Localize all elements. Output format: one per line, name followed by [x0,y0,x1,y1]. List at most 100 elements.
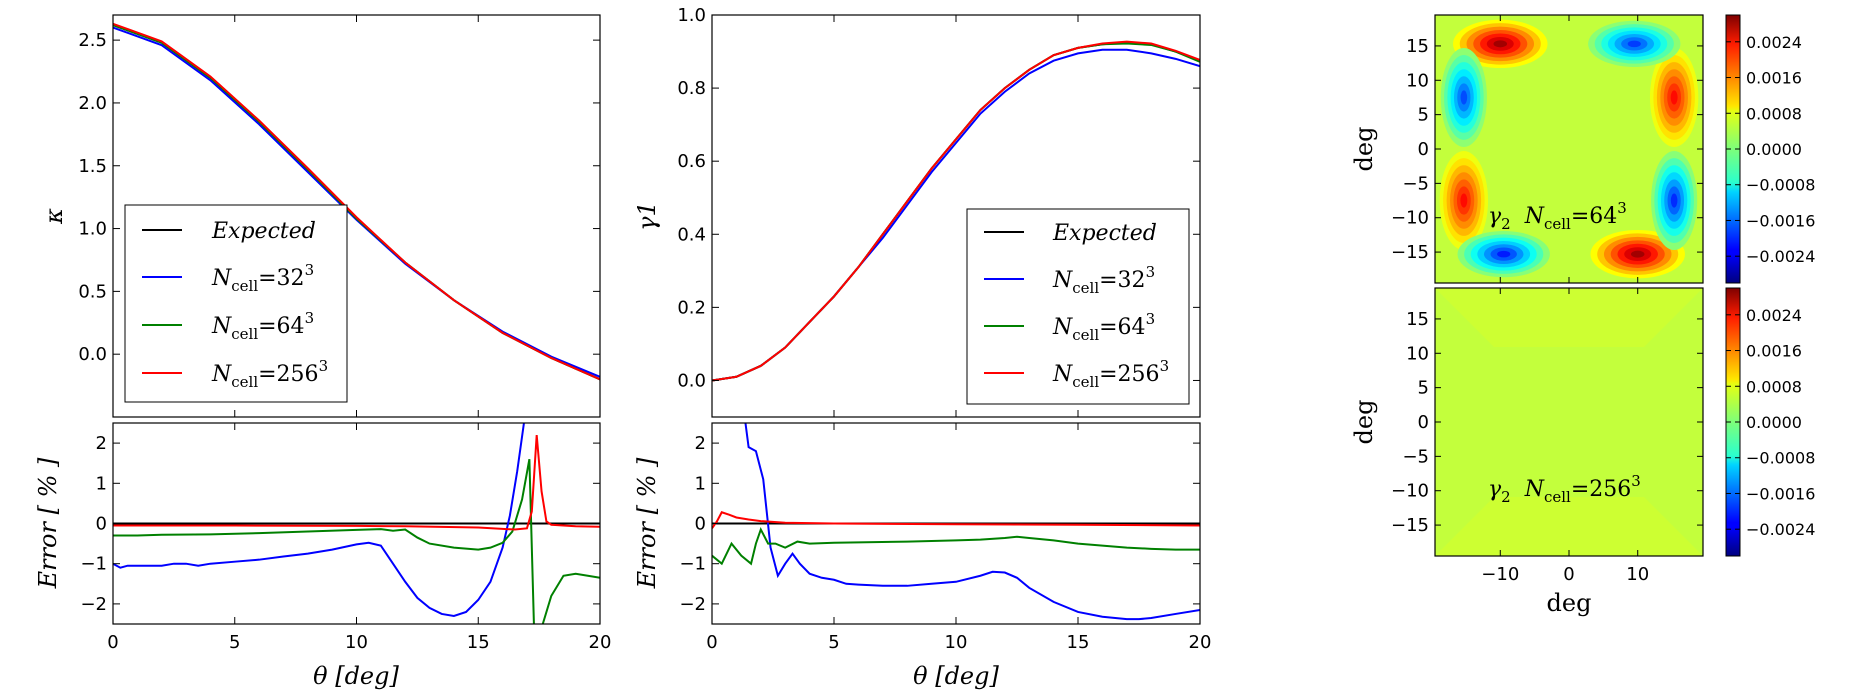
gamma2_256-xtick-label: 0 [1563,564,1574,585]
gamma1_error-line-n-cell-256-3 [712,511,1200,529]
gamma2-256-annotation: γ2 Ncell=2563 [1488,472,1641,506]
legend-label-n256: Ncell=2563 [211,357,328,391]
kappa_error-ytick-label: −2 [80,594,107,615]
kappa-error-xlabel: θ [deg] [313,662,399,690]
gamma1-error-yticks: 2 1 0 −1 −2 [679,433,1200,615]
gamma1_error-line-n-cell-64-3 [712,527,1200,566]
gamma1_error-xtick-label: 0 [706,632,717,653]
kappa-line-n-cell-256-3 [113,22,600,381]
gamma2_64-blob [1453,19,1548,69]
gamma2_256-xtick-label: 10 [1626,564,1649,585]
kappa_error-xtick-label: 10 [345,632,368,653]
kappa-ytick-label: 0.5 [78,281,107,302]
gamma2_64-ytick-label: 15 [1406,36,1429,57]
kappa-ylabel: κ [40,208,68,225]
gamma2_64-cbtick-label: 0.0016 [1746,69,1802,88]
kappa-ytick-label: 1.5 [78,156,107,177]
kappa_error-line-n-cell-64-3 [113,459,600,624]
kappa-error-yticks: 2 1 0 −1 −2 [80,433,600,615]
kappa-ytick-label: 2.5 [78,30,107,51]
gamma2_256-ytick-label: 0 [1418,412,1429,433]
kappa_error-ytick-label: 0 [96,514,107,535]
kappa-error-series-group [113,423,600,624]
gamma2_64-cbtick-label: −0.0016 [1746,211,1815,230]
gamma2-64-ylabel: deg [1350,127,1378,172]
gamma1-error-xticks: 0 5 10 15 20 [706,423,1211,653]
gamma2_64-ytick-label: −15 [1391,242,1429,263]
gamma1-ytick-label: 0.2 [677,297,706,318]
kappa_error-ytick-label: −1 [80,554,107,575]
gamma2-256-heatmap-panel: 15 10 5 0 −5 −10 −15 −10 0 10 deg deg γ2 Ncell=25… [1350,287,1815,617]
gamma2_256-cbtick-label: 0.0016 [1746,342,1802,361]
gamma2-256-xticks: −10 0 10 [1481,564,1649,585]
gamma1-error-series-group [712,423,1200,621]
gamma2_64-blob [1440,47,1487,147]
gamma2_256-ytick-label: −10 [1391,481,1429,502]
kappa-ytick-label: 1.0 [78,219,107,240]
gamma1-line-n-cell-256-3 [712,40,1200,382]
kappa_error-xtick-label: 15 [467,632,490,653]
gamma2-256-xlabel: deg [1547,589,1592,617]
gamma2_64-blob [1590,229,1685,279]
gamma1_error-ytick-label: 2 [695,433,706,454]
gamma1-ytick-label: 0.8 [677,78,706,99]
gamma1-ytick-label: 0.4 [677,224,706,245]
gamma2_64-ytick-label: 5 [1418,105,1429,126]
kappa-error-ylabel: Error [ % ] [34,457,62,589]
gamma2_64-blob-level [1627,40,1641,48]
gamma1_error-xtick-label: 15 [1067,632,1090,653]
gamma1-ytick-label: 0.0 [677,370,706,391]
gamma2_256-ytick-label: −15 [1391,515,1429,536]
gamma2_64-cbtick-label: −0.0024 [1746,247,1815,266]
gamma2_64-blob-level [1670,90,1678,105]
legend-label-n32: Ncell=323 [1052,263,1155,297]
kappa-yticks: 2.5 2.0 1.5 1.0 0.5 0.0 [78,30,600,365]
kappa_error-line-n-cell-256-3 [113,434,600,531]
gamma2_256-ytick-label: −5 [1402,446,1429,467]
legend-label-expected: Expected [211,219,316,244]
gamma2_64-ytick-label: −10 [1391,208,1429,229]
kappa_error-xtick-label: 5 [229,632,240,653]
gamma2-256-heatmap-image [1435,288,1703,556]
gamma2_64-blob [1457,231,1550,278]
kappa_error-ytick-label: 1 [96,473,107,494]
gamma1_error-xtick-label: 10 [945,632,968,653]
gamma1_error-ytick-label: −2 [679,594,706,615]
gamma2_256-cbtick-label: 0.0000 [1746,413,1802,432]
gamma1_error-ytick-label: 1 [695,473,706,494]
gamma1_error-ytick-label: 0 [695,514,706,535]
gamma2_64-cbtick-label: 0.0024 [1746,33,1802,52]
gamma2_256-ytick-label: 10 [1406,343,1429,364]
legend-label-n256: Ncell=2563 [1052,357,1169,391]
kappa-error-panel: 210−1−2 0 5 10 15 20 Error [ % ] θ [deg] [34,422,611,690]
kappa-panel: 2.5 2.0 1.5 1.0 0.5 0.0 κ Expected Ncell=323 … [40,14,601,418]
gamma1-error-panel: 210−1−2 0 5 10 15 20 Error [ % ] θ [deg] [633,422,1211,690]
gamma1_error-xtick-label: 20 [1189,632,1212,653]
gamma2_64-ytick-label: −5 [1402,173,1429,194]
gamma1-ytick-label: 1.0 [677,5,706,26]
gamma1-ylabel: γ1 [633,201,661,231]
gamma2-256-ylabel: deg [1350,400,1378,445]
gamma1-series-group [712,40,1200,382]
gamma2_64-cbtick-label: 0.0008 [1746,104,1802,123]
gamma2_256-cbtick-label: −0.0024 [1746,520,1815,539]
gamma2_256-xtick-label: −10 [1481,564,1519,585]
gamma2_64-cbtick-label: 0.0000 [1746,140,1802,159]
gamma2-256-colorbar-ticks: 0.0024 0.0016 0.0008 0.0000 −0.0008 −0.0016 −0… [1726,306,1815,539]
gamma1-error-xlabel: θ [deg] [913,662,999,690]
kappa-ytick-label: 0.0 [78,344,107,365]
kappa_error-ytick-label: 2 [96,433,107,454]
gamma2-64-annotation: γ2 Ncell=643 [1488,199,1627,233]
gamma1-legend: Expected Ncell=323 Ncell=643 Ncell=2563 [966,208,1190,405]
gamma1_error-ytick-label: −1 [679,554,706,575]
gamma2_64-blob [1649,47,1699,147]
gamma2_256-cbtick-label: 0.0008 [1746,377,1802,396]
legend-label-n32: Ncell=323 [211,261,314,295]
gamma2_64-blob-level [1460,90,1468,105]
gamma1-yticks: 1.0 0.8 0.6 0.4 0.2 0.0 [677,5,1200,391]
gamma1-ytick-label: 0.6 [677,151,706,172]
gamma2_64-blob-level [1670,193,1678,208]
kappa-ytick-label: 2.0 [78,93,107,114]
